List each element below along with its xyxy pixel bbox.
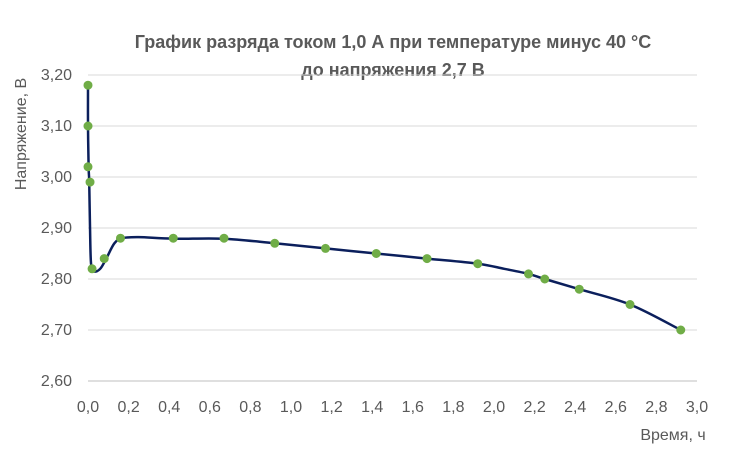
x-tick-label: 3,0 [686,399,708,416]
data-point-marker [371,249,381,258]
data-point-marker [321,243,331,253]
x-tick-label: 2,6 [605,399,627,416]
x-tick-label: 0,8 [239,399,261,416]
data-point-marker [625,300,635,309]
data-point-marker [574,284,584,294]
axes: 2,60 2,70 2,80 2,90 3,00 3,10 3,20 0,0 0,2 0,4 0,6… [41,67,708,416]
chart-title-line-1: График разряда током 1,0 А при температу… [135,32,651,52]
x-tick-label: 1,4 [361,399,383,416]
y-tick-label: 2,90 [41,220,72,237]
chart-title-line-2: до напряжения 2,7 В [301,60,484,80]
x-tick-label: 2,2 [523,399,545,416]
x-tick-label: 1,0 [280,399,302,416]
x-tick-label: 0,0 [77,399,99,416]
data-point-marker [85,177,95,187]
data-point-marker [270,238,280,248]
data-point-marker [540,274,550,284]
data-point-marker [83,121,93,131]
gridlines [88,74,697,331]
data-point-marker [115,233,125,243]
y-tick-label: 2,60 [41,373,72,390]
x-tick-label: 1,8 [442,399,464,416]
x-tick-label: 2,4 [564,399,586,416]
x-tick-label: 0,6 [199,399,221,416]
data-point-marker [422,254,432,264]
y-tick-label: 3,00 [41,169,72,186]
data-point-marker [87,264,97,274]
y-tick-label: 3,10 [41,118,72,135]
data-point-marker [524,269,534,279]
x-tick-label: 0,2 [117,399,139,416]
data-point-marker [219,233,229,243]
y-axis-label: Напряжение, В [13,78,30,190]
x-tick-label: 1,2 [320,399,342,416]
data-point-marker [168,233,178,243]
y-tick-label: 2,80 [41,271,72,288]
series-markers-group [83,80,686,335]
x-tick-label: 2,8 [645,399,667,416]
x-axis-label: Время, ч [640,427,705,444]
y-tick-label: 3,20 [41,67,72,84]
data-point-marker [99,254,109,264]
data-point-marker [473,259,483,269]
x-tick-label: 0,4 [158,399,180,416]
x-tick-label: 1,6 [402,399,424,416]
series-line-group [86,83,683,332]
discharge-curve-line [86,83,683,332]
data-point-marker [83,162,93,172]
data-point-marker [676,325,686,335]
x-tick-label: 2,0 [483,399,505,416]
y-tick-label: 2,70 [41,322,72,339]
data-point-marker [83,80,93,90]
